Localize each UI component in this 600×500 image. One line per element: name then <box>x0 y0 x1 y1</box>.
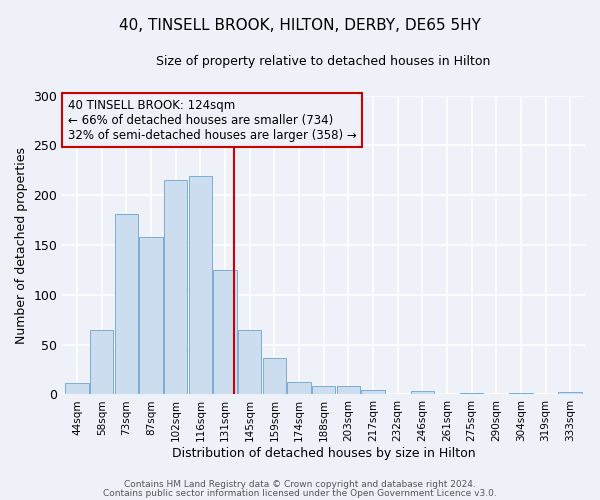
Bar <box>361 390 385 394</box>
Bar <box>90 330 113 394</box>
Bar <box>337 386 360 394</box>
Text: Contains HM Land Registry data © Crown copyright and database right 2024.: Contains HM Land Registry data © Crown c… <box>124 480 476 489</box>
Text: Contains public sector information licensed under the Open Government Licence v3: Contains public sector information licen… <box>103 489 497 498</box>
Y-axis label: Number of detached properties: Number of detached properties <box>15 146 28 344</box>
Bar <box>139 237 163 394</box>
Bar <box>188 176 212 394</box>
Bar <box>65 382 89 394</box>
Bar <box>238 330 262 394</box>
Title: Size of property relative to detached houses in Hilton: Size of property relative to detached ho… <box>157 55 491 68</box>
Bar <box>312 386 335 394</box>
Bar <box>410 392 434 394</box>
Bar <box>263 358 286 395</box>
Bar <box>164 180 187 394</box>
Text: 40 TINSELL BROOK: 124sqm
← 66% of detached houses are smaller (734)
32% of semi-: 40 TINSELL BROOK: 124sqm ← 66% of detach… <box>68 98 356 142</box>
Bar <box>115 214 138 394</box>
Bar <box>559 392 582 394</box>
Text: 40, TINSELL BROOK, HILTON, DERBY, DE65 5HY: 40, TINSELL BROOK, HILTON, DERBY, DE65 5… <box>119 18 481 32</box>
X-axis label: Distribution of detached houses by size in Hilton: Distribution of detached houses by size … <box>172 447 475 460</box>
Bar <box>214 270 237 394</box>
Bar <box>287 382 311 394</box>
